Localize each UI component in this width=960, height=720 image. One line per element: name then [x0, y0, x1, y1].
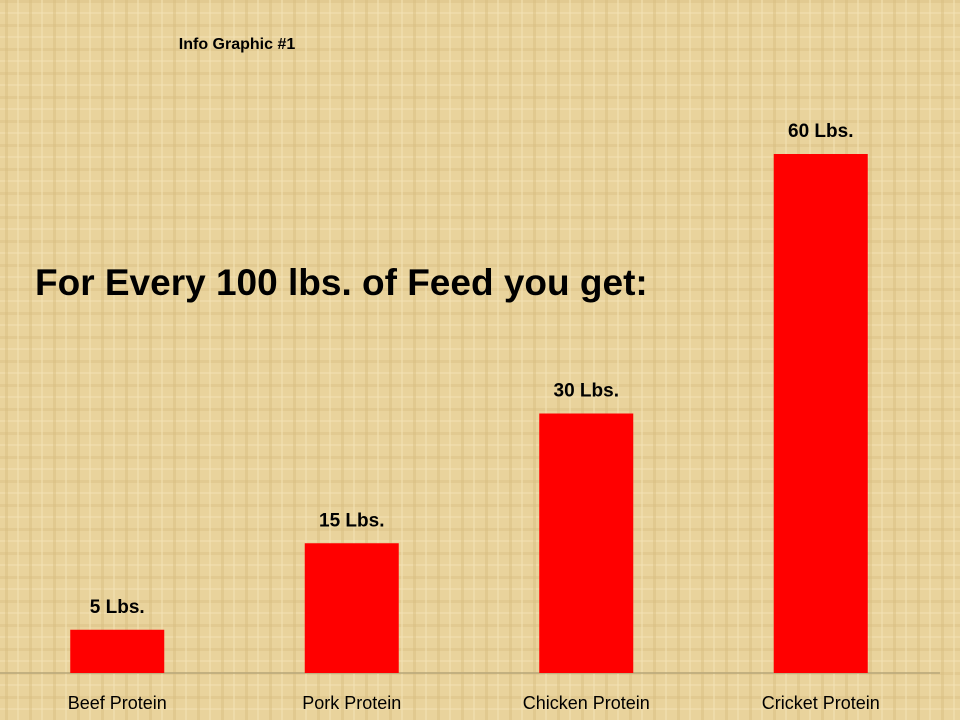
x-tick-label: Beef Protein: [68, 693, 167, 713]
bar: [70, 629, 165, 673]
x-tick-label: Chicken Protein: [523, 693, 650, 713]
chart-subtitle: Info Graphic #1: [179, 36, 296, 53]
bar: [539, 413, 634, 673]
x-tick-label: Pork Protein: [302, 693, 401, 713]
value-label: 15 Lbs.: [319, 510, 384, 531]
chart-title: For Every 100 lbs. of Feed you get:: [35, 262, 648, 303]
value-label: 5 Lbs.: [90, 597, 145, 618]
x-tick-label: Cricket Protein: [762, 693, 880, 713]
bar: [773, 154, 868, 673]
value-label: 60 Lbs.: [788, 121, 853, 142]
bar: [304, 543, 399, 673]
value-label: 30 Lbs.: [554, 381, 619, 402]
